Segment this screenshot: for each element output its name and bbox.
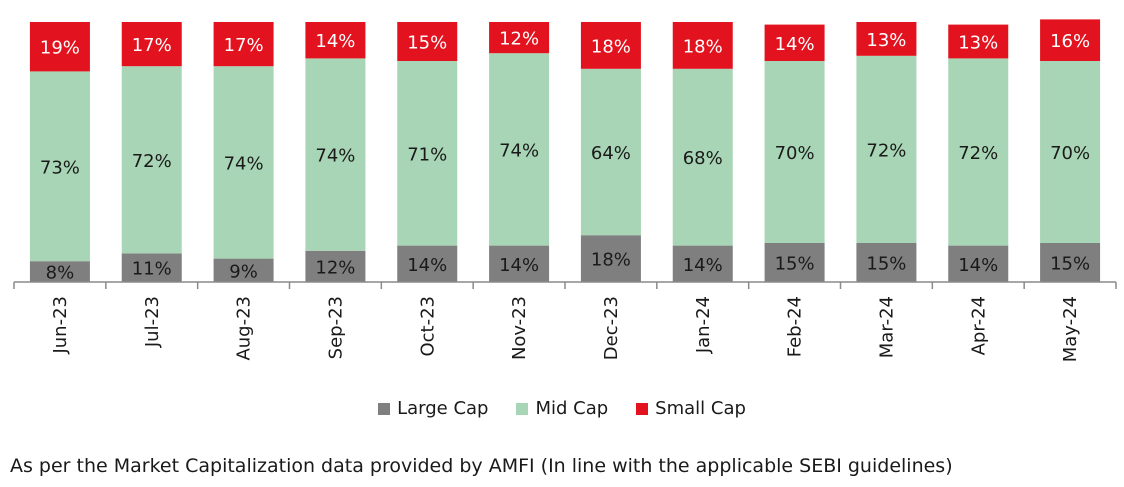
x-tick-label: Feb-24: [785, 296, 806, 357]
bar-segment-large-cap: [213, 258, 274, 282]
bar-segment-small-cap: [856, 22, 917, 56]
legend-swatch-mid-cap: [516, 402, 529, 415]
bar-segment-large-cap: [305, 250, 366, 282]
bar-segment-small-cap: [29, 22, 90, 72]
bar-segment-large-cap: [1040, 243, 1101, 282]
legend: Large Cap Mid Cap Small Cap: [0, 398, 1124, 419]
data-label-small-cap: 14%: [315, 31, 355, 52]
bar-segment-mid-cap: [1040, 61, 1101, 243]
x-tick-label: Nov-23: [509, 296, 530, 360]
data-label-small-cap: 12%: [499, 29, 539, 50]
data-label-mid-cap: 74%: [315, 146, 355, 167]
data-label-large-cap: 14%: [499, 255, 539, 276]
x-tick-label: Mar-24: [876, 296, 897, 358]
legend-item-small-cap: Small Cap: [636, 398, 746, 419]
data-label-large-cap: 8%: [46, 263, 75, 284]
data-label-small-cap: 15%: [407, 33, 447, 54]
x-tick-label: Dec-23: [601, 296, 622, 360]
data-label-small-cap: 13%: [866, 30, 906, 51]
data-label-mid-cap: 68%: [683, 148, 723, 169]
legend-label-mid-cap: Mid Cap: [535, 398, 609, 419]
bar-segment-large-cap: [29, 261, 90, 282]
data-label-large-cap: 14%: [683, 255, 723, 276]
data-label-large-cap: 14%: [958, 255, 998, 276]
bar-segment-large-cap: [764, 243, 825, 282]
bar-segment-mid-cap: [397, 61, 458, 246]
bar-segment-small-cap: [213, 22, 274, 67]
data-label-small-cap: 16%: [1050, 31, 1090, 52]
bar-segment-mid-cap: [489, 53, 550, 246]
bar-segment-large-cap: [121, 253, 182, 282]
data-label-small-cap: 17%: [132, 35, 172, 56]
stacked-bar-chart: 8% 73% 19% Jun-23 11% 72% 17% Jul-23 9% 74% 17% Aug…: [13, 19, 1117, 362]
data-label-mid-cap: 73%: [40, 157, 80, 178]
bar-segment-large-cap: [489, 245, 550, 282]
data-label-mid-cap: 74%: [224, 153, 264, 174]
bar-segment-mid-cap: [948, 58, 1009, 246]
legend-label-large-cap: Large Cap: [397, 398, 489, 419]
x-tick-label: Jun-23: [50, 296, 71, 355]
bar-segment-large-cap: [856, 243, 917, 282]
x-tick-label: May-24: [1060, 296, 1081, 362]
data-label-large-cap: 12%: [315, 257, 355, 278]
legend-swatch-small-cap: [636, 402, 649, 415]
data-label-mid-cap: 72%: [866, 140, 906, 161]
data-label-large-cap: 9%: [229, 261, 258, 282]
bar-segment-large-cap: [397, 245, 458, 282]
data-label-small-cap: 18%: [591, 36, 631, 57]
data-label-small-cap: 19%: [40, 38, 80, 59]
legend-item-mid-cap: Mid Cap: [516, 398, 608, 419]
x-tick-label: Oct-23: [417, 296, 438, 357]
data-label-small-cap: 14%: [775, 34, 815, 55]
bar-segment-small-cap: [580, 22, 641, 69]
bar-segment-large-cap: [672, 245, 733, 282]
data-label-mid-cap: 74%: [499, 140, 539, 161]
legend-swatch-large-cap: [378, 402, 391, 415]
bar-segment-small-cap: [948, 24, 1009, 59]
data-label-mid-cap: 64%: [591, 143, 631, 164]
legend-item-large-cap: Large Cap: [378, 398, 488, 419]
bar-segment-large-cap: [948, 245, 1009, 282]
data-label-mid-cap: 70%: [775, 143, 815, 164]
data-label-small-cap: 17%: [224, 35, 264, 56]
bar-segment-mid-cap: [672, 68, 733, 246]
bar-segment-mid-cap: [580, 68, 641, 236]
bar-segment-small-cap: [305, 22, 366, 59]
bar-segment-mid-cap: [29, 71, 90, 262]
legend-label-small-cap: Small Cap: [655, 398, 746, 419]
data-label-mid-cap: 72%: [958, 143, 998, 164]
bar-segment-mid-cap: [213, 66, 274, 259]
data-label-small-cap: 18%: [683, 36, 723, 57]
bar-segment-mid-cap: [856, 55, 917, 243]
bar-segment-small-cap: [672, 22, 733, 69]
x-tick-label: Sep-23: [325, 296, 346, 359]
data-label-mid-cap: 71%: [407, 144, 447, 165]
x-tick-label: Jul-23: [142, 296, 163, 348]
data-label-large-cap: 15%: [1050, 254, 1090, 275]
data-label-large-cap: 15%: [866, 254, 906, 275]
data-label-mid-cap: 70%: [1050, 143, 1090, 164]
footnote: As per the Market Capitalization data pr…: [10, 455, 953, 477]
bar-segment-small-cap: [121, 22, 182, 67]
bar-segment-small-cap: [1040, 19, 1101, 61]
data-label-large-cap: 14%: [407, 255, 447, 276]
x-tick-label: Aug-23: [234, 296, 255, 361]
bar-segment-small-cap: [764, 24, 825, 62]
data-label-large-cap: 15%: [775, 254, 815, 275]
bar-segment-mid-cap: [305, 58, 366, 251]
x-tick-label: Apr-24: [968, 296, 989, 355]
data-label-mid-cap: 72%: [132, 151, 172, 172]
bar-segment-large-cap: [580, 235, 641, 282]
x-tick-label: Jan-24: [693, 296, 714, 354]
bar-segment-small-cap: [489, 22, 550, 54]
bar-segment-mid-cap: [764, 61, 825, 243]
bar-segment-mid-cap: [121, 66, 182, 254]
bar-segment-small-cap: [397, 22, 458, 61]
data-label-small-cap: 13%: [958, 33, 998, 54]
data-label-large-cap: 18%: [591, 250, 631, 271]
data-label-large-cap: 11%: [132, 259, 172, 280]
